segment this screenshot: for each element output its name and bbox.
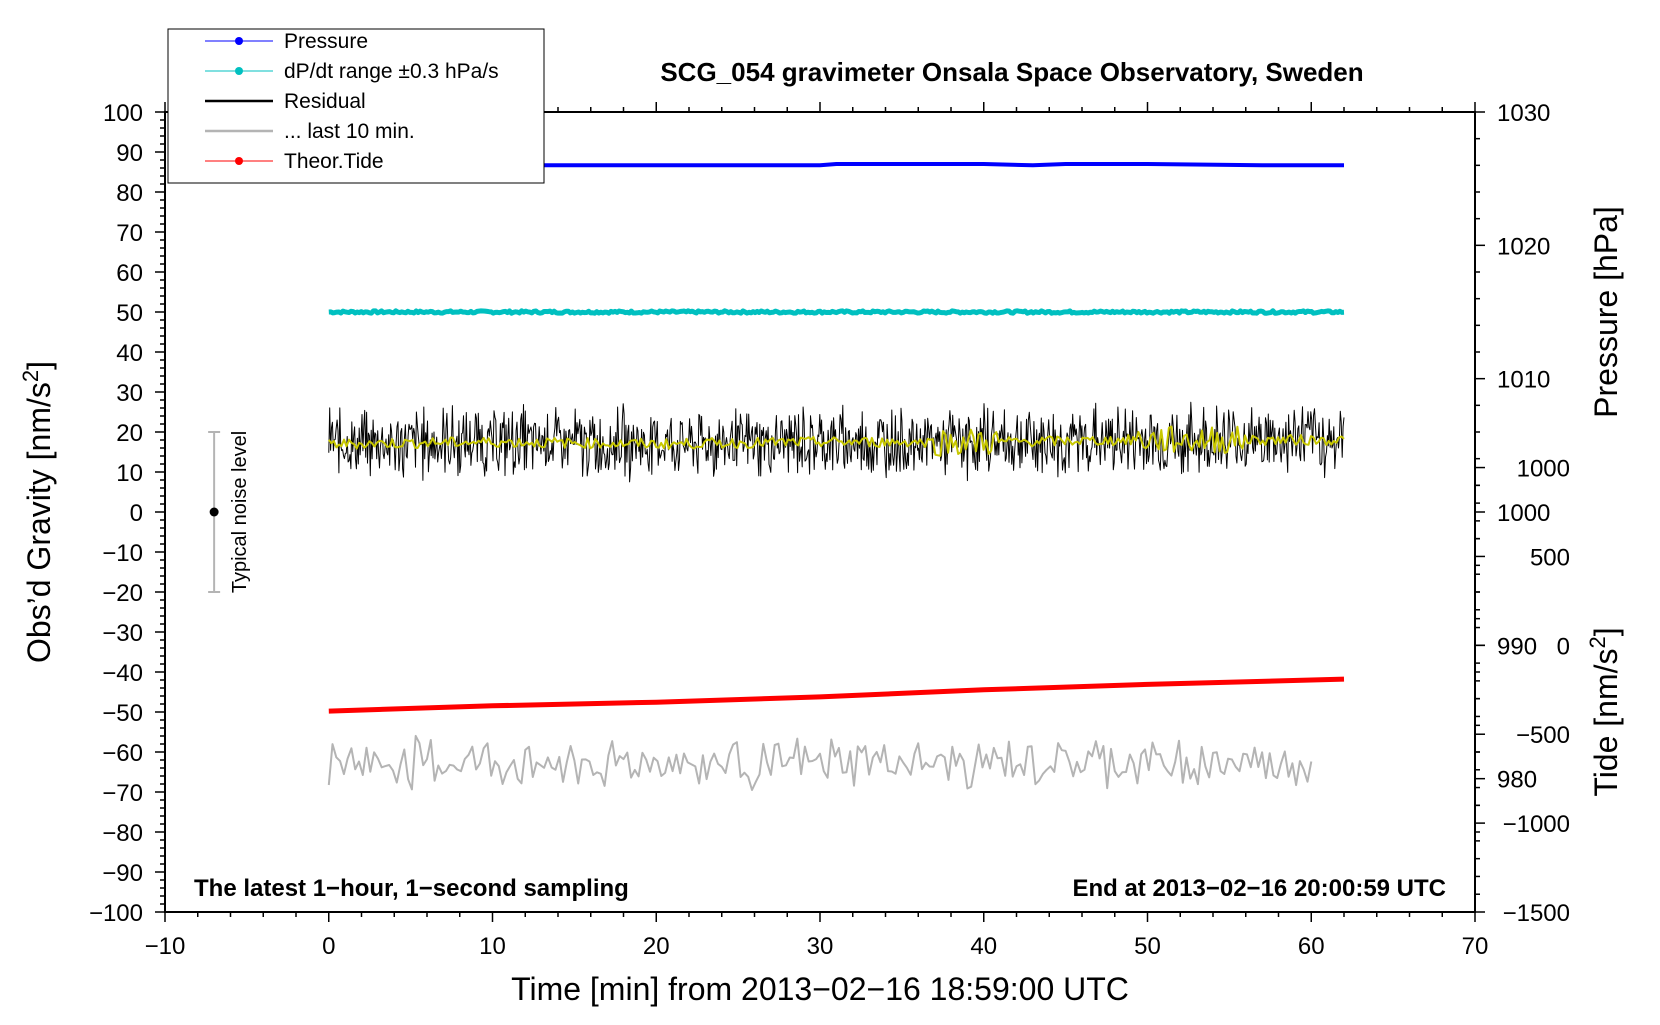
- y-tick-label-tide: −500: [1516, 722, 1570, 749]
- y-tick-label-tide: −1000: [1503, 811, 1570, 838]
- x-tick-label: 70: [1462, 933, 1489, 960]
- y-tick-label-left: −100: [89, 900, 143, 927]
- axis-ticks: [155, 102, 1485, 922]
- series-dp-dt-range-0-3-hpa-s-line: [328, 308, 1345, 316]
- legend-marker-dp-dt-range-0-3-hpa-s: [235, 67, 243, 75]
- y-tick-label-left: 60: [116, 260, 143, 287]
- legend-label-pressure: Pressure: [284, 30, 368, 53]
- y-tick-label-pressure: 1000: [1497, 500, 1550, 527]
- x-tick-label: 10: [479, 933, 506, 960]
- x-tick-label: 50: [1134, 933, 1161, 960]
- y-axis-title-pressure: Pressure [hPa]: [1588, 206, 1624, 418]
- legend-label-residual: Residual: [284, 90, 366, 113]
- annotation-end-time: End at 2013−02−16 20:00:59 UTC: [1072, 875, 1446, 902]
- chart-title: SCG_054 gravimeter Onsala Space Observat…: [660, 57, 1363, 87]
- y-tick-label-left: 30: [116, 380, 143, 407]
- noise-level-indicator: [208, 431, 221, 593]
- y-tick-label-tide: −1500: [1503, 900, 1570, 927]
- y-tick-label-tide: 0: [1557, 633, 1570, 660]
- y-tick-label-left: −40: [102, 660, 143, 687]
- x-tick-label: 60: [1298, 933, 1325, 960]
- y-tick-label-left: −30: [102, 620, 143, 647]
- x-tick-label: 0: [322, 933, 335, 960]
- y-tick-label-left: 40: [116, 340, 143, 367]
- y-tick-label-left: 10: [116, 460, 143, 487]
- y-tick-label-left: −80: [102, 820, 143, 847]
- legend-marker-theor-tide: [235, 157, 243, 165]
- x-axis-title: Time [min] from 2013−02−16 18:59:00 UTC: [511, 971, 1129, 1007]
- y-tick-label-left: −60: [102, 740, 143, 767]
- y-tick-label-pressure: 1030: [1497, 100, 1550, 127]
- y-tick-label-left: 70: [116, 220, 143, 247]
- plot-frame: [164, 111, 1476, 913]
- y-tick-label-left: −90: [102, 860, 143, 887]
- y-tick-label-pressure: 1020: [1497, 233, 1550, 260]
- x-tick-label: 20: [643, 933, 670, 960]
- y-tick-label-tide: 1000: [1517, 456, 1570, 483]
- y-tick-label-left: 90: [116, 140, 143, 167]
- y-tick-label-tide: 500: [1530, 544, 1570, 571]
- y-tick-label-left: 100: [103, 100, 143, 127]
- y-tick-label-left: 20: [116, 420, 143, 447]
- x-tick-label: 30: [807, 933, 834, 960]
- y-tick-label-left: −10: [102, 540, 143, 567]
- legend-label-theor-tide: Theor.Tide: [284, 150, 384, 173]
- y-tick-label-left: 80: [116, 180, 143, 207]
- y-tick-label-pressure: 990: [1497, 633, 1537, 660]
- noise-level-label: Typical noise level: [229, 431, 251, 593]
- series-theor-tide-line: [328, 676, 1345, 714]
- x-tick-label: −10: [145, 933, 186, 960]
- y-tick-label-pressure: 1010: [1497, 367, 1550, 394]
- legend: Pressure dP/dt range ±0.3 hPa/s Residual..…: [167, 28, 545, 184]
- y-tick-label-left: 0: [130, 500, 143, 527]
- y-tick-label-left: −50: [102, 700, 143, 727]
- legend-label-last-10-min: ... last 10 min.: [284, 120, 415, 143]
- series-pressure-line: [328, 162, 1344, 168]
- series-last-10-min-line: [327, 734, 1313, 791]
- annotation-sampling: The latest 1−hour, 1−second sampling: [194, 875, 629, 902]
- y-axis-title-left: Obs’d Gravity [nm/s2]: [18, 361, 57, 663]
- tick-labels: −10 0 10 20 30 40 50 60 701009080706050403020100…: [89, 100, 1570, 960]
- legend-label-dp-dt-range-0-3-hpa-s: dP/dt range ±0.3 hPa/s: [284, 60, 499, 83]
- legend-box: [167, 28, 545, 184]
- series-layer: [327, 162, 1345, 791]
- noise-bar-center: [209, 507, 219, 517]
- x-tick-label: 40: [970, 933, 997, 960]
- legend-marker-pressure: [235, 37, 243, 45]
- y-tick-label-left: −70: [102, 780, 143, 807]
- y-tick-label-pressure: 980: [1497, 767, 1537, 794]
- y-axis-title-tide: Tide [nm/s2]: [1585, 627, 1624, 796]
- y-tick-label-left: 50: [116, 300, 143, 327]
- series-residual-smoothed-line: [328, 425, 1345, 457]
- y-tick-label-left: −20: [102, 580, 143, 607]
